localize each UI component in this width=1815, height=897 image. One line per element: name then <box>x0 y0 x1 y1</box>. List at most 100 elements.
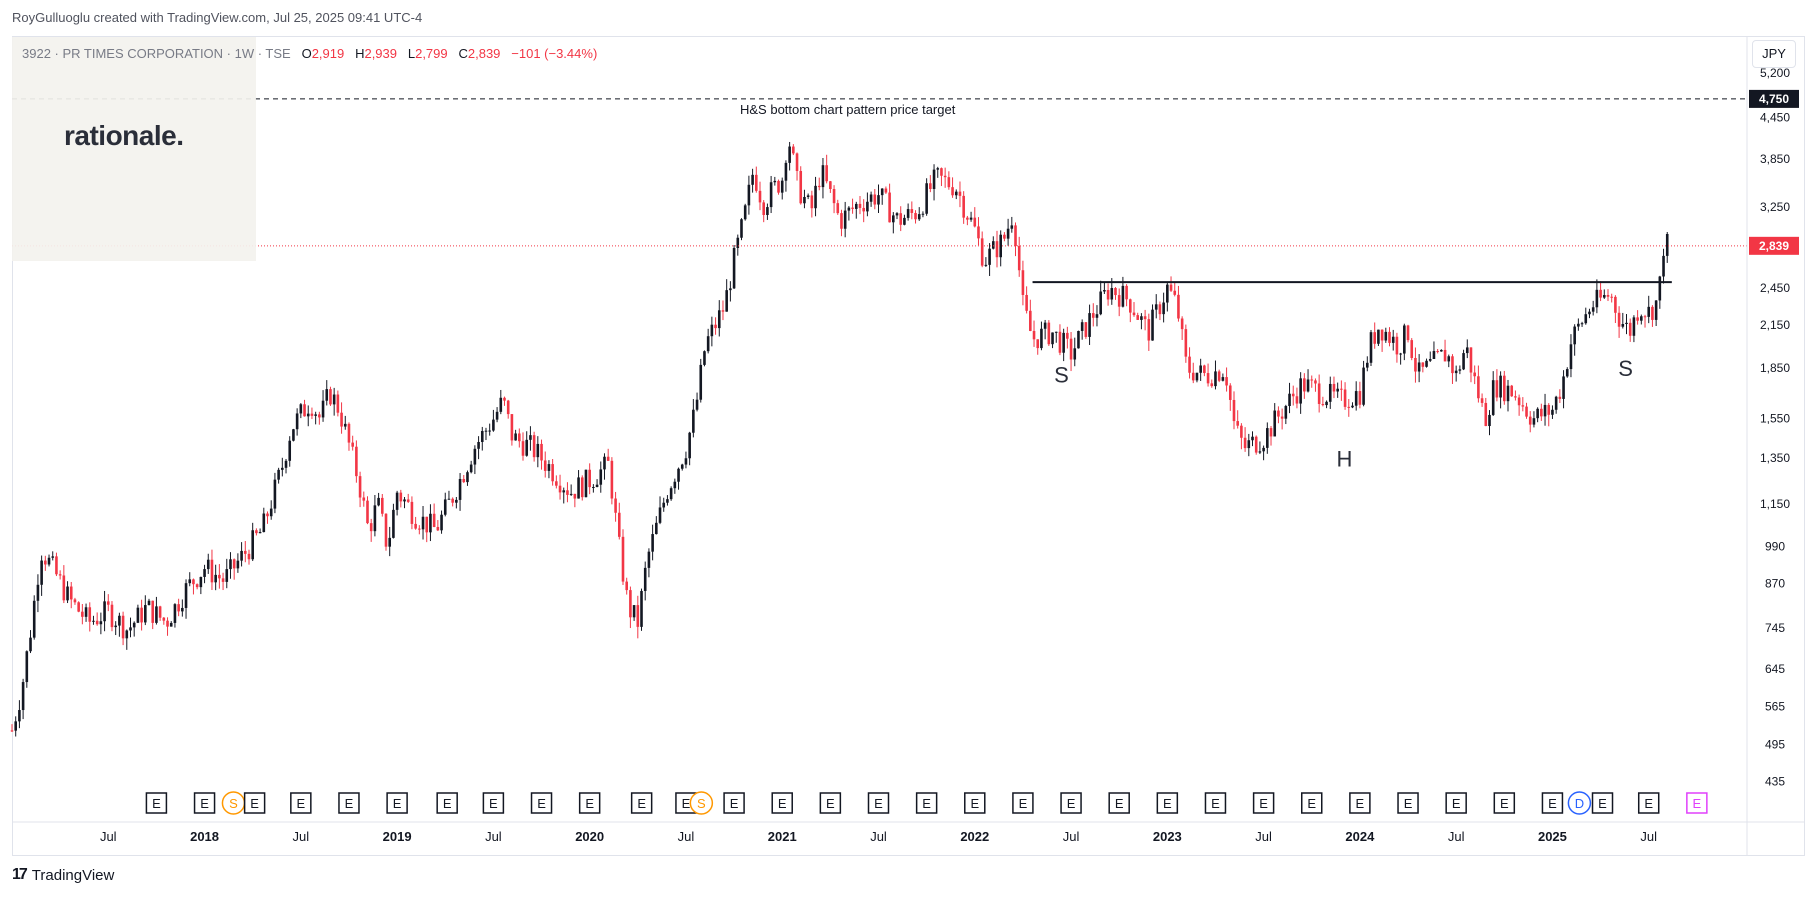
candle-body <box>314 414 317 416</box>
x-tick-label: Jul <box>1448 829 1465 844</box>
candle-body <box>814 185 817 209</box>
y-tick-label: 2,450 <box>1760 281 1790 295</box>
candle-body <box>836 203 840 214</box>
earnings-marker <box>819 792 842 814</box>
candle-body <box>1451 356 1454 374</box>
candle-body <box>1258 451 1262 453</box>
candle-body <box>132 622 136 628</box>
earnings-marker-label: E <box>1500 796 1509 811</box>
candle-body <box>466 472 469 483</box>
candle-body <box>1417 362 1421 372</box>
earnings-marker-label: E <box>585 796 594 811</box>
candle-body <box>106 601 110 605</box>
y-tick-label: 3,850 <box>1760 152 1790 166</box>
candle-body <box>1399 353 1402 355</box>
candle-body <box>1099 291 1102 315</box>
x-tick-label: Jul <box>870 829 887 844</box>
candle-body <box>499 397 503 412</box>
candle-body <box>369 523 373 532</box>
dividend-marker-label: D <box>1575 796 1584 811</box>
candle-body <box>192 579 195 585</box>
candle-body <box>1077 330 1080 349</box>
y-tick-label: 495 <box>1765 737 1785 751</box>
current-price-text: 2,839 <box>1759 239 1789 253</box>
candle-body <box>1495 380 1499 398</box>
candle-body <box>1273 410 1277 437</box>
candle-body <box>710 324 714 337</box>
candle-body <box>203 569 206 577</box>
candle-body <box>640 590 643 627</box>
earnings-marker <box>290 792 312 814</box>
candle-body <box>169 622 173 627</box>
earnings-marker-label: E <box>1307 796 1316 811</box>
candle-body <box>854 203 858 209</box>
candle-body <box>1328 383 1332 402</box>
candle-body <box>1462 353 1465 370</box>
candle-body <box>1032 330 1036 340</box>
candle-body <box>1225 377 1228 386</box>
earnings-marker <box>1445 792 1467 814</box>
candle-body <box>973 217 977 227</box>
candle-body <box>1525 406 1528 417</box>
candle-body <box>858 203 862 208</box>
candle-body <box>1465 347 1469 354</box>
candle-body <box>184 583 188 608</box>
candle-body <box>1651 306 1654 320</box>
candle-body <box>1051 332 1054 345</box>
candle-body <box>32 600 36 638</box>
candle-body <box>1517 397 1521 406</box>
candle-body <box>392 509 395 538</box>
candle-body <box>288 440 292 461</box>
candle-body <box>414 523 417 529</box>
candle-body <box>1336 388 1339 392</box>
tradingview-brand: TradingView <box>31 866 115 884</box>
candle-body <box>1251 436 1254 441</box>
open-label: O <box>301 46 312 61</box>
candle-body <box>692 409 695 433</box>
candle-body <box>758 190 762 203</box>
candle-body <box>158 606 162 618</box>
candle-body <box>88 607 92 622</box>
y-tick-label: 4,450 <box>1760 111 1790 125</box>
candle-body <box>1532 418 1536 425</box>
earnings-marker <box>1108 792 1130 814</box>
candle-body <box>903 217 906 225</box>
candle-body <box>1054 331 1058 333</box>
candle-body <box>747 184 751 206</box>
candle-body <box>218 574 221 579</box>
currency-button[interactable]: JPY <box>1752 40 1796 68</box>
candle-body <box>1503 375 1506 402</box>
candle-body <box>1484 402 1488 427</box>
candle-body <box>351 442 354 447</box>
symbol-legend[interactable]: 3922 · PR TIMES CORPORATION · 1W · TSE O… <box>22 46 597 61</box>
earnings-marker-label: E <box>874 796 883 811</box>
tradingview-footer[interactable]: 17 TradingView <box>12 866 114 884</box>
candle-body <box>25 651 29 683</box>
candle-body <box>1573 326 1576 345</box>
candle-body <box>477 441 480 449</box>
candle-body <box>62 575 66 601</box>
candle-body <box>1084 322 1088 337</box>
candle-body <box>95 620 99 625</box>
candle-body <box>1240 425 1243 438</box>
candle-body <box>206 559 210 570</box>
earnings-marker <box>436 792 458 814</box>
y-tick-label: 645 <box>1765 662 1785 676</box>
candle-body <box>1640 316 1643 321</box>
candle-body <box>92 620 95 622</box>
candle-body <box>355 446 358 477</box>
candle-body <box>751 174 754 185</box>
candle-body <box>1454 370 1458 374</box>
candle-body <box>817 185 821 188</box>
candle-body <box>743 205 747 220</box>
earnings-marker-label: E <box>1598 796 1607 811</box>
candle-body <box>1295 396 1299 404</box>
candle-body <box>1103 290 1106 292</box>
candle-body <box>1154 304 1158 310</box>
earnings-marker <box>386 792 408 814</box>
candle-body <box>1602 295 1606 298</box>
candle-body <box>495 411 499 420</box>
x-tick-label: 2021 <box>768 829 797 844</box>
candle-body <box>566 490 569 495</box>
